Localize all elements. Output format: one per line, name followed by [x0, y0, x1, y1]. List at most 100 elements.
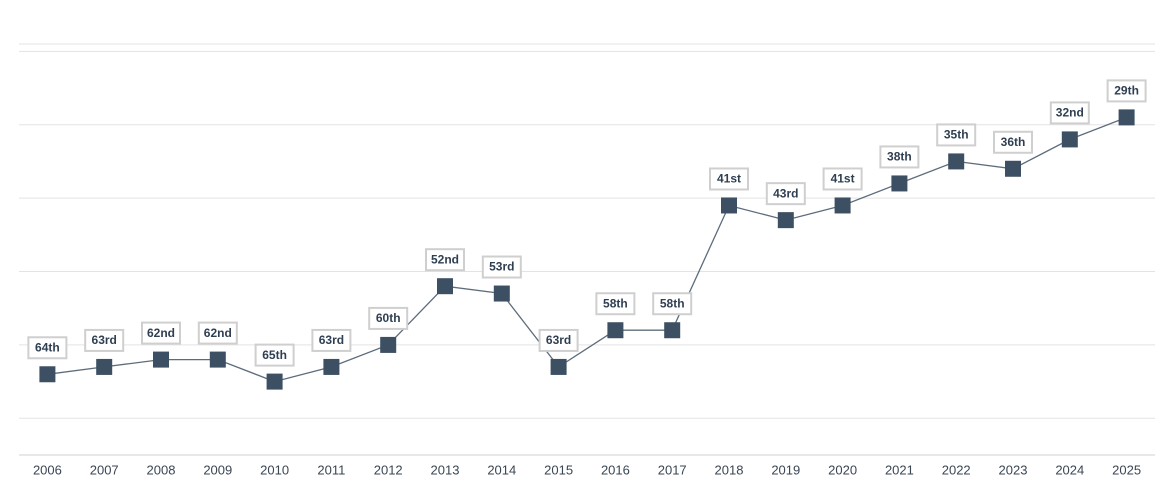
value-label-text: 36th [1001, 135, 1026, 149]
x-tick-label: 2008 [147, 462, 176, 477]
point [153, 351, 169, 368]
value-label-box [1106, 79, 1147, 103]
point [777, 212, 794, 229]
value-label-text: 32nd [1056, 106, 1084, 120]
value-label: 29th [1106, 79, 1147, 103]
value-label: 63rd [538, 328, 579, 352]
value-label-box [1049, 101, 1090, 125]
value-label-box [141, 321, 181, 345]
value-label: 41st [822, 167, 863, 191]
value-label-box [254, 343, 295, 367]
value-label-text: 41st [831, 172, 855, 186]
value-label-box [27, 336, 68, 360]
value-label-box [311, 328, 352, 352]
x-tick-label: 2022 [942, 462, 971, 477]
point [437, 278, 453, 295]
point [607, 322, 624, 339]
value-label-box [595, 292, 636, 316]
x-tick-label: 2010 [260, 462, 289, 477]
x-tick-label: 2015 [544, 462, 573, 477]
x-tick-label: 2023 [999, 462, 1028, 477]
value-label: 60th [368, 306, 409, 330]
value-label-text: 62nd [204, 326, 232, 340]
value-label: 62nd [141, 321, 181, 345]
point [266, 373, 283, 390]
line [47, 116, 1127, 383]
x-tick-label: 2018 [715, 462, 744, 477]
point [493, 285, 510, 302]
value-label: 41st [709, 167, 749, 191]
value-label-box [709, 167, 749, 191]
value-label-text: 52nd [431, 252, 459, 266]
point [323, 358, 340, 375]
x-tick-label: 2025 [1112, 462, 1141, 477]
value-label-text: 63rd [546, 333, 571, 347]
point [891, 175, 908, 192]
value-label: 53rd [481, 255, 522, 279]
value-label: 36th [993, 130, 1033, 154]
value-label: 32nd [1049, 101, 1090, 125]
value-label: 43rd [765, 182, 806, 206]
point [209, 351, 226, 368]
value-label-text: 64th [35, 340, 60, 354]
point [664, 322, 681, 339]
x-tick-label: 2024 [1055, 462, 1084, 477]
value-label-text: 58th [660, 296, 685, 310]
value-label-box [765, 182, 806, 206]
value-label: 38th [879, 145, 920, 169]
x-tick-label: 2006 [33, 462, 62, 477]
value-label-text: 62nd [147, 326, 175, 340]
value-label: 63rd [311, 328, 352, 352]
point [550, 358, 567, 375]
point [948, 153, 965, 170]
x-tick-label: 2012 [374, 462, 403, 477]
value-label-box [84, 328, 125, 352]
point [380, 336, 397, 353]
point [1061, 131, 1078, 148]
value-label-text: 63rd [92, 333, 117, 347]
value-label-box [538, 328, 579, 352]
value-label: 64th [27, 336, 68, 360]
value-label: 62nd [197, 321, 238, 345]
x-tick-label: 2017 [658, 462, 687, 477]
value-label: 52nd [425, 248, 465, 272]
value-label-text: 43rd [773, 186, 798, 200]
value-label-box [879, 145, 920, 169]
x-tick-label: 2009 [203, 462, 232, 477]
value-label-text: 41st [717, 172, 741, 186]
value-label: 58th [652, 292, 693, 316]
value-label-text: 63rd [319, 333, 344, 347]
value-label-text: 29th [1114, 84, 1139, 98]
x-tick-label: 2020 [828, 462, 857, 477]
point [1005, 160, 1021, 177]
x-tick-label: 2007 [90, 462, 119, 477]
value-label-box [822, 167, 863, 191]
x-tick-label: 2016 [601, 462, 630, 477]
value-label-box [936, 123, 977, 147]
value-label-box [481, 255, 522, 279]
x-tick-label: 2011 [317, 462, 345, 477]
point [1118, 109, 1135, 126]
value-label-text: 53rd [489, 260, 514, 274]
point [96, 358, 113, 375]
value-label: 65th [254, 343, 295, 367]
value-label: 63rd [84, 328, 125, 352]
value-label-text: 65th [262, 348, 287, 362]
point [721, 197, 737, 214]
value-label-box [652, 292, 693, 316]
value-label-text: 35th [944, 128, 969, 142]
x-tick-label: 2021 [885, 462, 914, 477]
value-label-box [425, 248, 465, 272]
point [834, 197, 851, 214]
value-label-box [197, 321, 238, 345]
x-tick-label: 2013 [431, 462, 460, 477]
value-label-text: 58th [603, 296, 628, 310]
value-label: 58th [595, 292, 636, 316]
x-tick-label: 2014 [487, 462, 516, 477]
value-label-text: 38th [887, 150, 912, 164]
value-label-box [993, 130, 1033, 154]
value-label-box [368, 306, 409, 330]
value-label-text: 60th [376, 311, 401, 325]
value-label: 35th [936, 123, 977, 147]
